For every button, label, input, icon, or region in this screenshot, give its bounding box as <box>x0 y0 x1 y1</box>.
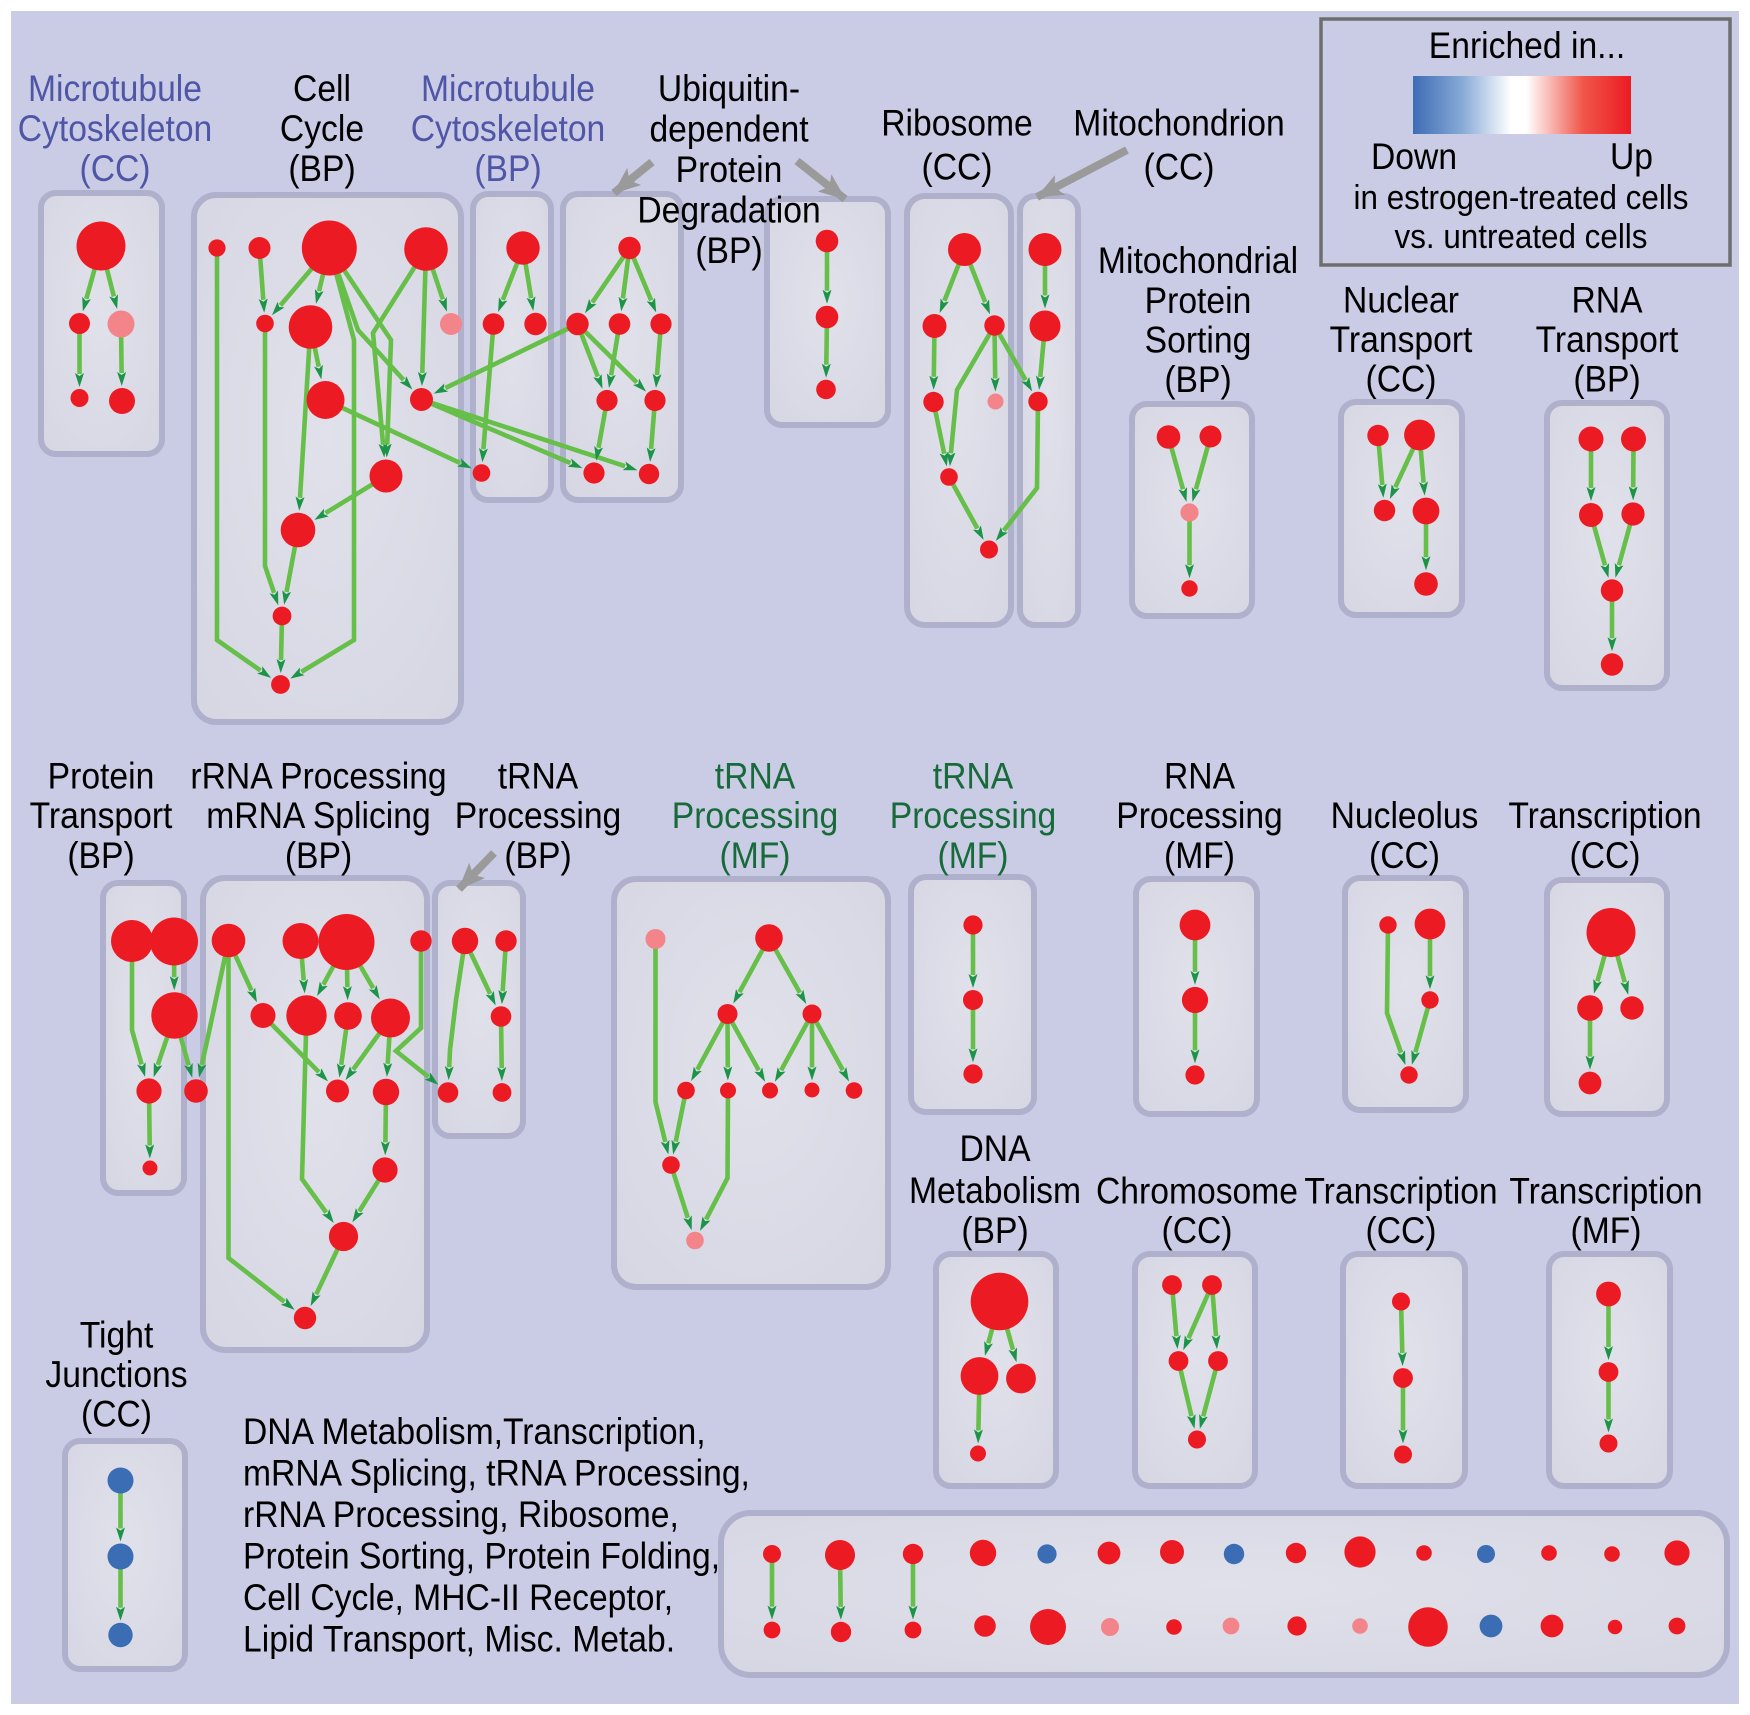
svg-text:Microtubule: Microtubule <box>28 69 202 110</box>
svg-text:Transcription: Transcription <box>1304 1171 1497 1212</box>
svg-text:Microtubule: Microtubule <box>421 69 595 110</box>
svg-text:Cytoskeleton: Cytoskeleton <box>18 109 213 150</box>
svg-text:(MF): (MF) <box>1164 836 1235 877</box>
svg-text:dependent: dependent <box>649 109 808 150</box>
svg-text:(CC): (CC) <box>79 149 150 190</box>
svg-text:Degradation: Degradation <box>637 190 820 231</box>
svg-text:Up: Up <box>1610 137 1653 178</box>
svg-text:DNA Metabolism,Transcription,: DNA Metabolism,Transcription, <box>243 1412 706 1453</box>
svg-text:(BP): (BP) <box>67 836 134 877</box>
svg-text:(CC): (CC) <box>1369 836 1440 877</box>
svg-text:Cell Cycle, MHC-II Receptor,: Cell Cycle, MHC-II Receptor, <box>243 1578 673 1619</box>
svg-text:mRNA Splicing: mRNA Splicing <box>206 796 430 837</box>
svg-text:Enriched in...: Enriched in... <box>1429 26 1625 67</box>
svg-text:Processing: Processing <box>890 796 1056 837</box>
svg-text:Transport: Transport <box>1536 320 1679 361</box>
svg-text:rRNA Processing, Ribosome,: rRNA Processing, Ribosome, <box>243 1495 679 1536</box>
svg-text:Nucleolus: Nucleolus <box>1331 796 1479 837</box>
svg-text:(CC): (CC) <box>921 147 992 188</box>
svg-text:Cycle: Cycle <box>280 109 364 150</box>
svg-text:(CC): (CC) <box>1365 1211 1436 1252</box>
svg-text:Nuclear: Nuclear <box>1343 280 1459 321</box>
svg-text:vs. untreated cells: vs. untreated cells <box>1395 217 1648 256</box>
svg-text:(BP): (BP) <box>1164 360 1231 401</box>
svg-text:Processing: Processing <box>455 796 621 837</box>
svg-text:(BP): (BP) <box>504 836 571 877</box>
svg-text:Protein: Protein <box>48 756 155 797</box>
svg-text:Protein Sorting, Protein Foldi: Protein Sorting, Protein Folding, <box>243 1536 720 1577</box>
svg-text:DNA: DNA <box>959 1129 1030 1170</box>
svg-text:(BP): (BP) <box>474 149 541 190</box>
svg-text:Mitochondrion: Mitochondrion <box>1073 103 1284 144</box>
svg-text:(CC): (CC) <box>1365 359 1436 400</box>
svg-text:tRNA: tRNA <box>498 756 579 797</box>
svg-text:(MF): (MF) <box>937 836 1008 877</box>
svg-text:Transcription: Transcription <box>1508 796 1701 837</box>
svg-text:tRNA: tRNA <box>933 756 1014 797</box>
svg-text:Metabolism: Metabolism <box>909 1171 1081 1212</box>
svg-text:(BP): (BP) <box>1573 359 1640 400</box>
svg-text:(MF): (MF) <box>719 836 790 877</box>
svg-text:Processing: Processing <box>1116 796 1282 837</box>
svg-text:Cell: Cell <box>293 69 351 110</box>
svg-text:Ribosome: Ribosome <box>881 103 1033 144</box>
svg-text:(MF): (MF) <box>1570 1211 1641 1252</box>
svg-text:(CC): (CC) <box>81 1394 152 1435</box>
svg-text:Protein: Protein <box>1145 281 1252 322</box>
svg-text:rRNA Processing: rRNA Processing <box>190 756 446 797</box>
svg-text:Tight: Tight <box>80 1315 154 1356</box>
svg-text:(BP): (BP) <box>695 231 762 272</box>
svg-text:Transport: Transport <box>1330 320 1473 361</box>
svg-text:RNA: RNA <box>1571 280 1642 321</box>
svg-text:Transcription: Transcription <box>1509 1171 1702 1212</box>
svg-text:(CC): (CC) <box>1143 147 1214 188</box>
svg-text:mRNA Splicing, tRNA Processing: mRNA Splicing, tRNA Processing, <box>243 1453 750 1494</box>
svg-text:in estrogen-treated cells: in estrogen-treated cells <box>1354 178 1689 217</box>
svg-text:Processing: Processing <box>672 796 838 837</box>
svg-text:(CC): (CC) <box>1161 1211 1232 1252</box>
svg-text:Cytoskeleton: Cytoskeleton <box>411 109 606 150</box>
svg-text:Ubiquitin-: Ubiquitin- <box>658 69 800 110</box>
svg-text:(BP): (BP) <box>288 149 355 190</box>
svg-text:Junctions: Junctions <box>45 1355 187 1396</box>
svg-text:Chromosome: Chromosome <box>1096 1171 1298 1212</box>
svg-text:(BP): (BP) <box>961 1211 1028 1252</box>
svg-text:Lipid Transport, Misc. Metab.: Lipid Transport, Misc. Metab. <box>243 1619 675 1660</box>
svg-text:Mitochondrial: Mitochondrial <box>1098 241 1298 282</box>
svg-text:Sorting: Sorting <box>1145 320 1252 361</box>
svg-text:Protein: Protein <box>676 150 783 191</box>
svg-text:tRNA: tRNA <box>715 756 796 797</box>
svg-text:(CC): (CC) <box>1569 836 1640 877</box>
svg-text:Down: Down <box>1371 137 1457 178</box>
svg-text:(BP): (BP) <box>285 836 352 877</box>
svg-text:Transport: Transport <box>30 796 173 837</box>
svg-text:RNA: RNA <box>1164 756 1235 797</box>
